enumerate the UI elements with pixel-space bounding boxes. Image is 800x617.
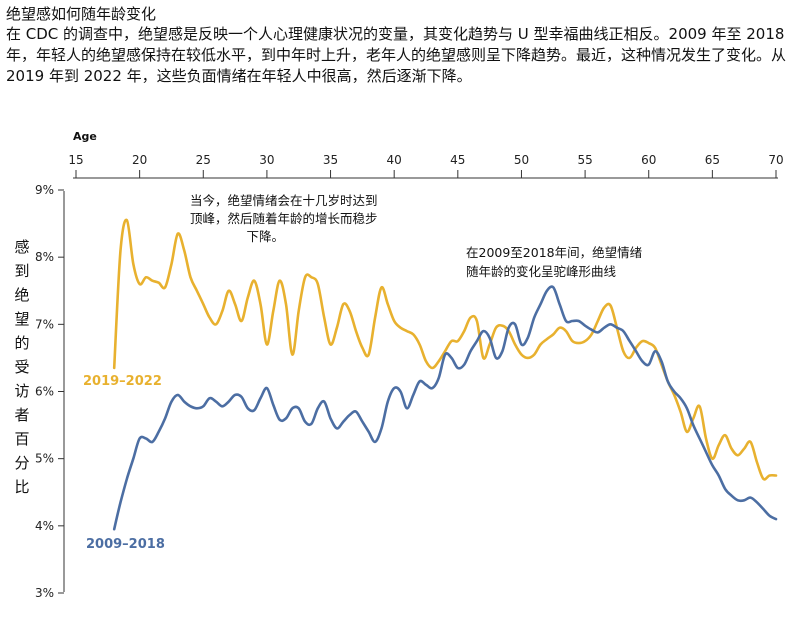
annotation-line: 顶峰，然后随着年龄的增长而稳步 bbox=[190, 211, 378, 226]
y-axis-title-text: 感到绝望的受访者百分比 bbox=[14, 238, 29, 496]
x-tick-label: 60 bbox=[641, 153, 656, 167]
x-tick-label: 15 bbox=[68, 153, 83, 167]
y-tick-label: 9% bbox=[35, 183, 54, 197]
annotation-line: 随年龄的变化呈驼峰形曲线 bbox=[466, 264, 617, 279]
annotation-line: 当今，绝望情绪会在十几岁时达到 bbox=[190, 193, 378, 208]
series-layer bbox=[112, 218, 778, 531]
x-tick-label: 50 bbox=[514, 153, 529, 167]
x-axis-title: Age bbox=[73, 130, 97, 143]
x-ticks: 15 20 25 30 35 40 45 50 55 60 65 70 bbox=[68, 153, 784, 178]
y-tick-label: 4% bbox=[35, 519, 54, 533]
series-line-2019-2022 bbox=[112, 218, 778, 481]
annotation-line: 下降。 bbox=[246, 229, 284, 244]
chart-description: 在 CDC 的调查中，绝望感是反映一个人心理健康状况的变量，其变化趋势与 U 型… bbox=[6, 25, 787, 85]
x-tick-label: 70 bbox=[768, 153, 783, 167]
y-tick-label: 6% bbox=[35, 385, 54, 399]
series-line-2009-2018 bbox=[112, 285, 778, 531]
x-tick-label: 45 bbox=[450, 153, 465, 167]
annotation-line: 在2009至2018年间，绝望情绪 bbox=[466, 245, 642, 260]
legend-label-2019-2022: 2019–2022 bbox=[83, 374, 162, 389]
y-axis-title: 感到绝望的受访者百分比 bbox=[14, 238, 29, 496]
legend: 2019–2022 2009–2018 bbox=[83, 374, 165, 552]
x-tick-label: 35 bbox=[323, 153, 338, 167]
y-tick-label: 5% bbox=[35, 452, 54, 466]
x-tick-label: 55 bbox=[577, 153, 592, 167]
y-tick-label: 3% bbox=[35, 586, 54, 600]
header: 绝望感如何随年龄变化 在 CDC 的调查中，绝望感是反映一个人心理健康状况的变量… bbox=[6, 4, 796, 87]
x-tick-label: 40 bbox=[387, 153, 402, 167]
y-tick-label: 7% bbox=[35, 317, 54, 331]
legend-label-2009-2018: 2009–2018 bbox=[86, 537, 165, 552]
x-tick-label: 65 bbox=[705, 153, 720, 167]
y-ticks: 3% 4% 5% 6% 7% 8% 9% bbox=[35, 183, 64, 600]
x-tick-label: 20 bbox=[132, 153, 147, 167]
x-tick-label: 25 bbox=[196, 153, 211, 167]
x-tick-label: 30 bbox=[259, 153, 274, 167]
y-tick-label: 8% bbox=[35, 250, 54, 264]
chart-title: 绝望感如何随年龄变化 bbox=[6, 5, 157, 23]
